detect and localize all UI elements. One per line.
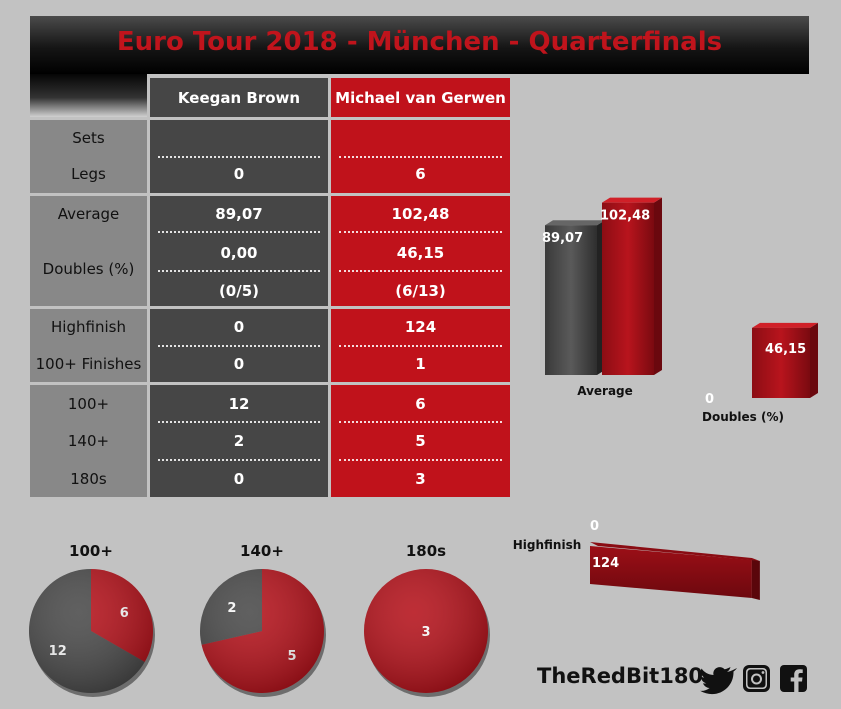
mv-140: 5 (415, 432, 426, 450)
highfinish-value-michael-van-gerwen: 124 (592, 556, 619, 571)
pie-title-140: 140+ (240, 542, 284, 560)
separator (339, 270, 502, 272)
separator (339, 459, 502, 461)
separator (158, 231, 320, 233)
mv-180s: 3 (415, 470, 426, 488)
row-label-sets: Sets (72, 129, 105, 147)
title-banner: Euro Tour 2018 - München - Quarterfinals (30, 16, 809, 74)
row-label-highfinish: Highfinish (51, 318, 126, 336)
mv-block-scoring (331, 385, 510, 497)
kb-140: 2 (233, 432, 245, 450)
separator (158, 421, 320, 423)
mv-legs: 6 (415, 165, 426, 183)
kb-doubles: 0,00 (220, 244, 258, 262)
row-label-100-finishes: 100+ Finishes (35, 355, 142, 373)
highfinish-bar-michael-van-gerwen (590, 542, 760, 600)
brand-name: TheRedBit180 (537, 664, 704, 688)
label-block-scoring (30, 385, 147, 497)
twitter-icon[interactable] (700, 667, 737, 695)
highfinish-value-keegan-brown: 0 (590, 519, 599, 534)
row-label-100: 100+ (67, 395, 110, 413)
separator (339, 421, 502, 423)
separator (158, 345, 320, 347)
separator (158, 459, 320, 461)
mv-doubles: 46,15 (396, 244, 445, 262)
mv-100: 6 (415, 395, 426, 413)
header-keegan-brown: Keegan Brown (150, 78, 328, 117)
instagram-icon[interactable] (743, 665, 770, 692)
player-name-keegan-brown: Keegan Brown (177, 88, 301, 107)
kb-100: 12 (228, 395, 250, 413)
kb-doubles-count: (0/5) (218, 282, 260, 300)
average-value-michael-van-gerwen: 102,48 (600, 209, 650, 224)
kb-100-finishes: 0 (233, 355, 245, 373)
doubles-bar-michael-van-gerwen (752, 322, 818, 398)
average-bar-keegan-brown (545, 220, 605, 375)
header-michael-van-gerwen: Michael van Gerwen (331, 78, 510, 117)
separator (158, 156, 320, 158)
average-axis-label: Average (577, 384, 633, 398)
row-label-doubles: Doubles (%) (42, 260, 135, 278)
pie-shading (364, 569, 488, 693)
separator (339, 156, 502, 158)
label-block-average (30, 196, 147, 306)
doubles-value-michael-van-gerwen: 46,15 (765, 342, 806, 357)
page-title: Euro Tour 2018 - München - Quarterfinals (116, 27, 723, 57)
row-label-180s: 180s (70, 470, 107, 488)
row-label-legs: Legs (71, 165, 106, 183)
kb-legs: 0 (233, 165, 245, 183)
doubles-value-keegan-brown: 0 (705, 392, 714, 407)
row-label-140: 140+ (67, 432, 110, 450)
kb-180s: 0 (233, 470, 245, 488)
kb-block-average (150, 196, 328, 306)
separator (158, 270, 320, 272)
mv-average: 102,48 (391, 205, 450, 223)
mv-doubles-count: (6/13) (395, 282, 446, 300)
table-corner (30, 74, 147, 117)
kb-highfinish: 0 (233, 318, 245, 336)
separator (339, 231, 502, 233)
separator (339, 345, 502, 347)
pie-shading (200, 569, 324, 693)
player-name-michael-van-gerwen: Michael van Gerwen (335, 88, 506, 107)
highfinish-axis-label: Highfinish (513, 538, 582, 552)
average-value-keegan-brown: 89,07 (542, 231, 583, 246)
pie-shading (29, 569, 153, 693)
average-bar-michael-van-gerwen (602, 197, 662, 375)
facebook-icon[interactable] (780, 665, 807, 692)
kb-average: 89,07 (215, 205, 263, 223)
label-block-finish (30, 309, 147, 382)
row-label-average: Average (57, 205, 120, 223)
doubles-axis-label: Doubles (%) (702, 410, 784, 424)
pie-title-100: 100+ (69, 542, 113, 560)
mv-highfinish: 124 (404, 318, 437, 336)
label-block-legs (30, 120, 147, 193)
kb-block-scoring (150, 385, 328, 497)
pie-title-180s: 180s (406, 542, 446, 560)
mv-100-finishes: 1 (415, 355, 426, 373)
mv-block-average (331, 196, 510, 306)
